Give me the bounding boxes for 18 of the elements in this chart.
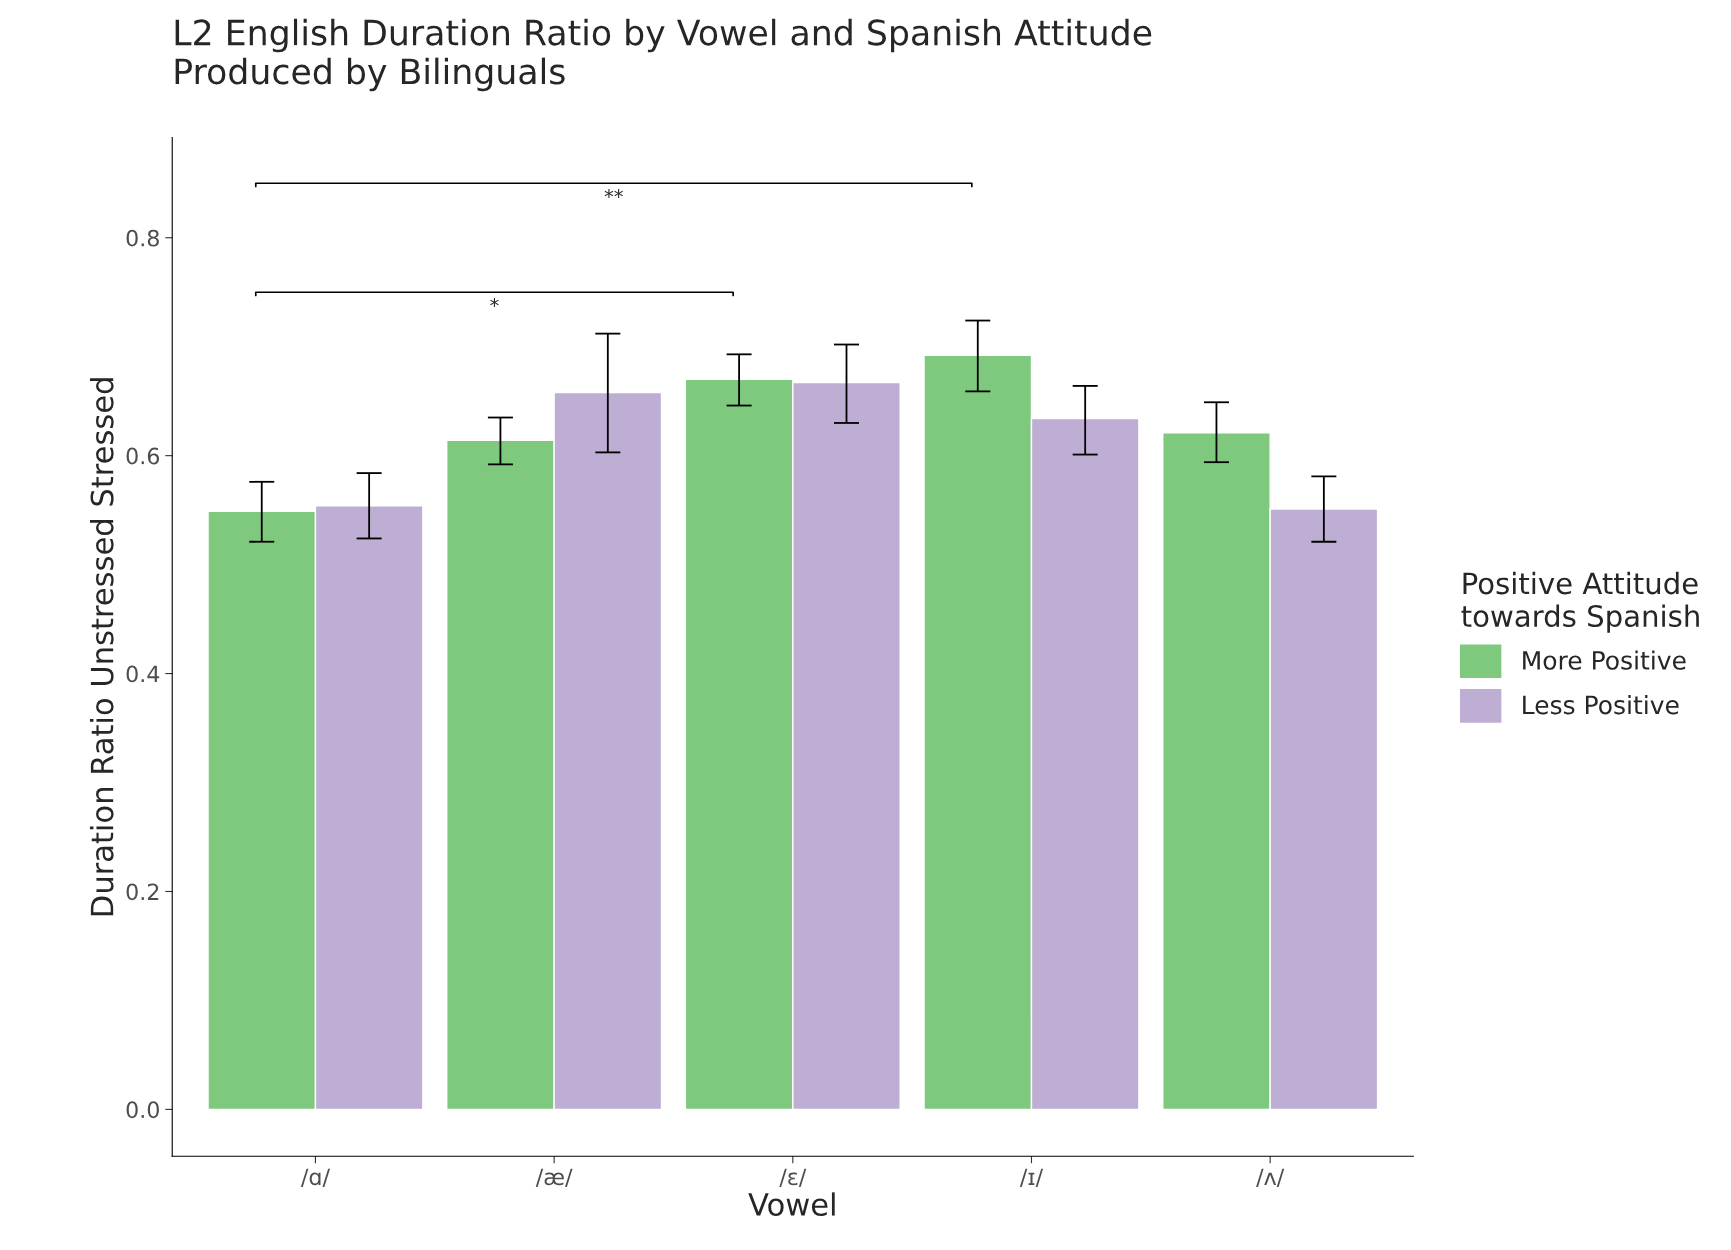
y-tick-label: 0.4 — [126, 665, 160, 683]
y-tick-label: 0.8 — [126, 229, 159, 247]
annotation: * — [490, 298, 499, 307]
y-axis-title: Duration Ratio Unstressed Stressed — [89, 378, 114, 916]
annotation: ** — [604, 189, 623, 198]
x-tick-label: /ɪ/ — [1019, 1168, 1044, 1187]
legend-label: Less Positive — [1523, 695, 1679, 715]
legend-title: Positive Attitude towards Spanish — [1461, 571, 1699, 633]
x-tick-label: /æ/ — [535, 1168, 573, 1187]
x-tick-label: /ʌ/ — [1256, 1168, 1285, 1187]
y-tick-label: 0.2 — [126, 883, 159, 901]
x-tick-label: /ɛ/ — [779, 1168, 807, 1187]
chart-title: L2 English Duration Ratio by Vowel and Spanish Attitude Produced by Bilinguals — [175, 18, 1152, 92]
x-tick-label: /ɑ/ — [300, 1168, 330, 1187]
x-axis-title: Vowel — [748, 1192, 835, 1216]
y-tick-label: 0.0 — [126, 1101, 159, 1119]
y-tick-label: 0.6 — [126, 447, 160, 465]
legend-label: More Positive — [1523, 650, 1686, 670]
